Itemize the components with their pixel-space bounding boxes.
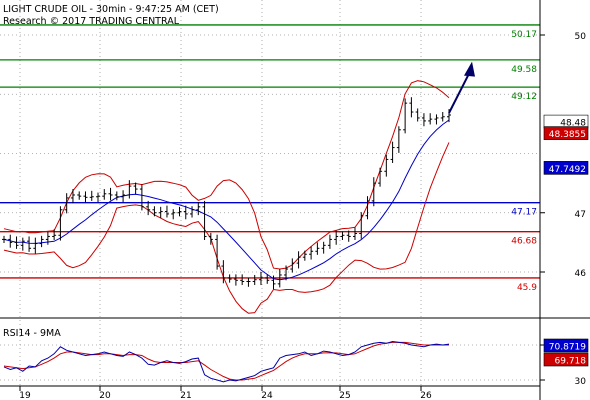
- upper-band-badge-box: [543, 126, 589, 140]
- price-axis-ticks: 50 47 46: [540, 32, 586, 279]
- resistance-level-label: 50.17: [511, 30, 537, 40]
- rsi-lines: [3, 340, 450, 383]
- chart-subtitle: Research © 2017 TRADING CENTRAL: [3, 16, 180, 27]
- support-level-label: 45.9: [517, 283, 537, 293]
- main-grid: [0, 0, 540, 386]
- rsi-title: RSI14 - 9MA: [3, 328, 61, 339]
- rsi-value-badge-box: [543, 338, 589, 353]
- resistance-level-label: 49.58: [511, 65, 537, 75]
- rsi-value-badge-label: 70.8719: [549, 343, 586, 353]
- price-tick-label: 47: [575, 210, 586, 220]
- bollinger-bands: [3, 80, 450, 314]
- forecast-arrow: [448, 61, 475, 114]
- lower-band: [3, 142, 450, 314]
- last-price-badge-label: 48.48: [560, 119, 586, 129]
- support-level-label: 46.68: [511, 237, 537, 247]
- time-tick-label: 21: [180, 391, 191, 400]
- candles: [2, 97, 451, 290]
- rsi-ma-badge-box: [543, 352, 589, 367]
- resistance-level-label: 49.12: [511, 92, 537, 102]
- arrow-shaft: [448, 71, 471, 114]
- pivot-level-label: 47.17: [511, 208, 537, 218]
- rsi-grid: [0, 344, 540, 381]
- price-tick-label: 46: [575, 269, 587, 279]
- time-tick-label: 20: [99, 391, 111, 400]
- moving-average-badge-box: [543, 161, 589, 175]
- upper-band-badge-label: 48.3855: [549, 130, 586, 140]
- rsi-ma-line: [3, 341, 449, 381]
- upper-band: [3, 80, 450, 270]
- arrow-head: [464, 61, 475, 77]
- rsi-line: [3, 340, 450, 383]
- time-tick-label: 19: [19, 391, 31, 400]
- time-tick-label: 25: [339, 391, 350, 400]
- rsi-tick-label: 30: [575, 377, 587, 387]
- price-levels: 50.17 49.58 49.12 47.17 46.68 45.9: [0, 24, 540, 293]
- rsi-badges: 70.8719 69.718: [543, 338, 589, 367]
- rsi-ma-badge-label: 69.718: [555, 357, 587, 367]
- price-tick-label: 50: [575, 32, 587, 42]
- moving-average-badge-label: 47.7492: [549, 165, 586, 175]
- time-tick-label: 24: [261, 391, 273, 400]
- chart-title: LIGHT CRUDE OIL - 30min - 9:47:25 AM (CE…: [3, 4, 219, 15]
- time-axis-ticks: 19 20 21 24 25 26: [19, 386, 432, 400]
- time-tick-label: 26: [420, 391, 432, 400]
- moving-average: [3, 119, 450, 281]
